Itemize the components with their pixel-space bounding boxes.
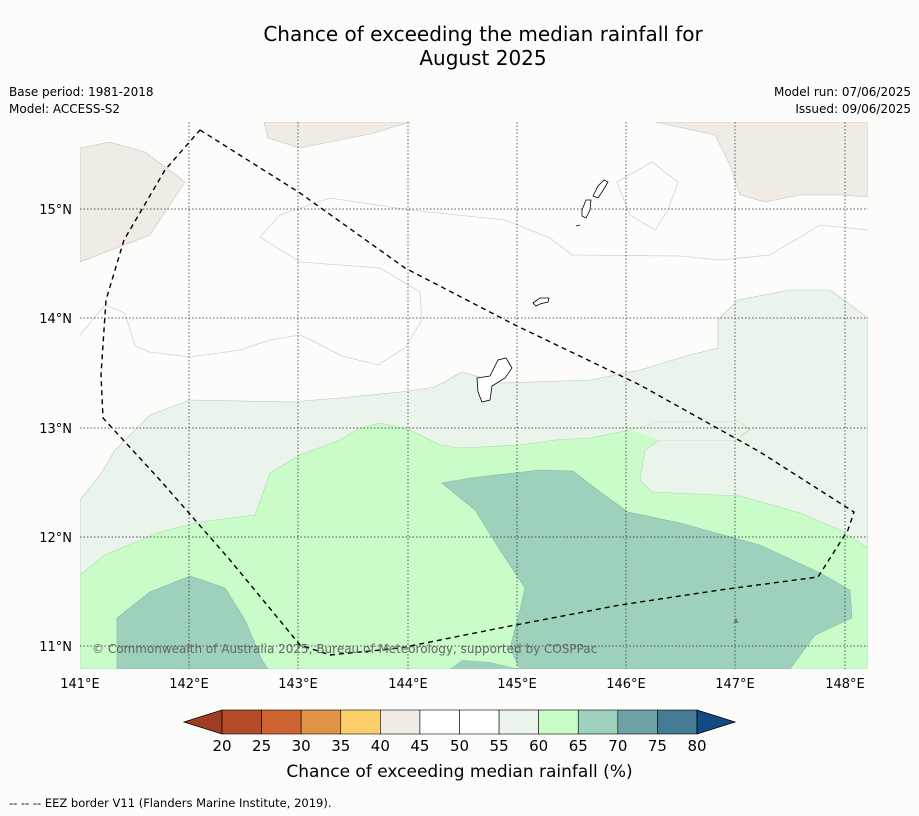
category-65-70-south bbox=[450, 660, 520, 669]
aguijan-island bbox=[575, 224, 581, 227]
lat-label: 15°N bbox=[39, 203, 72, 218]
colorbar-segment bbox=[340, 709, 381, 735]
lon-label: 148°E bbox=[825, 677, 865, 692]
title-line-1: Chance of exceeding the median rainfall … bbox=[263, 22, 703, 46]
colorbar-segment bbox=[657, 709, 698, 735]
lon-label: 146°E bbox=[606, 677, 646, 692]
colorbar-tick-label: 80 bbox=[687, 737, 706, 755]
issued-date: Issued: 09/06/2025 bbox=[795, 102, 911, 116]
lon-label: 142°E bbox=[169, 677, 209, 692]
base-period: Base period: 1981-2018 bbox=[9, 85, 154, 99]
colorbar-tick-label: 50 bbox=[450, 737, 469, 755]
colorbar-tick-label: 60 bbox=[529, 737, 548, 755]
eez-legend-note: -- -- -- EEZ border V11 (Flanders Marine… bbox=[9, 796, 332, 810]
islands bbox=[476, 179, 609, 403]
guam-island bbox=[476, 357, 513, 403]
map-title: Chance of exceeding the median rainfall … bbox=[0, 22, 919, 70]
tinian-island bbox=[581, 199, 592, 219]
colorbar-extend-low bbox=[182, 709, 223, 735]
colorbar-segment bbox=[419, 709, 460, 735]
lon-label: 143°E bbox=[278, 677, 318, 692]
colorbar-extend-high bbox=[696, 709, 737, 735]
colorbar-segment bbox=[498, 709, 539, 735]
colorbar-tick-label: 65 bbox=[569, 737, 588, 755]
eez-border bbox=[100, 129, 855, 656]
lat-label: 14°N bbox=[39, 312, 72, 327]
small-marker: ▲ bbox=[733, 616, 739, 624]
colorbar-tick-label: 70 bbox=[608, 737, 627, 755]
category-55-60-pocket bbox=[630, 422, 748, 440]
colorbar-segment bbox=[617, 709, 658, 735]
colorbar-segment bbox=[380, 709, 421, 735]
category-45-50-west bbox=[80, 141, 186, 263]
colorbar-tick-label: 35 bbox=[331, 737, 350, 755]
meta-right: Model run: 07/06/2025 Issued: 09/06/2025 bbox=[774, 84, 911, 118]
contour-line-north bbox=[259, 197, 868, 261]
colorbar-segment bbox=[261, 709, 302, 735]
colorbar-tick-label: 25 bbox=[252, 737, 271, 755]
colorbar-tick-label: 75 bbox=[648, 737, 667, 755]
model-run: Model run: 07/06/2025 bbox=[773, 85, 911, 99]
colorbar-tick-label: 40 bbox=[371, 737, 390, 755]
graticule bbox=[80, 122, 868, 669]
latitude-labels: 15°N 14°N 13°N 12°N 11°N bbox=[39, 203, 72, 655]
colorbar: 20 25 30 35 40 45 50 55 60 65 70 75 80 bbox=[182, 709, 737, 755]
longitude-labels: 141°E 142°E 143°E 144°E 145°E 146°E 147°… bbox=[60, 677, 865, 692]
copyright-text: © Commonwealth of Australia 2025, Bureau… bbox=[92, 642, 597, 656]
lat-label: 12°N bbox=[39, 531, 72, 546]
lat-label: 13°N bbox=[39, 422, 72, 437]
colorbar-tick-label: 55 bbox=[490, 737, 509, 755]
meta-left: Base period: 1981-2018 Model: ACCESS-S2 bbox=[9, 84, 154, 118]
map-area: ▲ © Commonwealth of Australia 2025, Bure… bbox=[80, 122, 868, 669]
colorbar-segment bbox=[300, 709, 342, 735]
lon-label: 145°E bbox=[497, 677, 537, 692]
colorbar-title: Chance of exceeding median rainfall (%) bbox=[286, 762, 633, 782]
category-45-50-north bbox=[263, 122, 411, 149]
lat-label: 11°N bbox=[39, 640, 72, 655]
lon-label: 147°E bbox=[715, 677, 755, 692]
colorbar-tick-label: 45 bbox=[410, 737, 429, 755]
colorbar-segment bbox=[459, 709, 500, 735]
contour-loop-east bbox=[616, 161, 679, 231]
colorbar-tick-label: 30 bbox=[292, 737, 311, 755]
model-name: Model: ACCESS-S2 bbox=[9, 102, 121, 116]
lon-label: 144°E bbox=[388, 677, 428, 692]
colorbar-segment bbox=[577, 709, 619, 735]
category-45-50-northeast bbox=[654, 122, 868, 203]
saipan-island bbox=[592, 179, 609, 199]
colorbar-segment bbox=[221, 709, 262, 735]
colorbar-tick-label: 20 bbox=[212, 737, 231, 755]
lon-label: 141°E bbox=[60, 677, 100, 692]
title-line-2: August 2025 bbox=[419, 46, 547, 70]
contour-line-south bbox=[80, 236, 423, 366]
colorbar-segment bbox=[538, 709, 579, 735]
rota-island bbox=[532, 297, 550, 307]
